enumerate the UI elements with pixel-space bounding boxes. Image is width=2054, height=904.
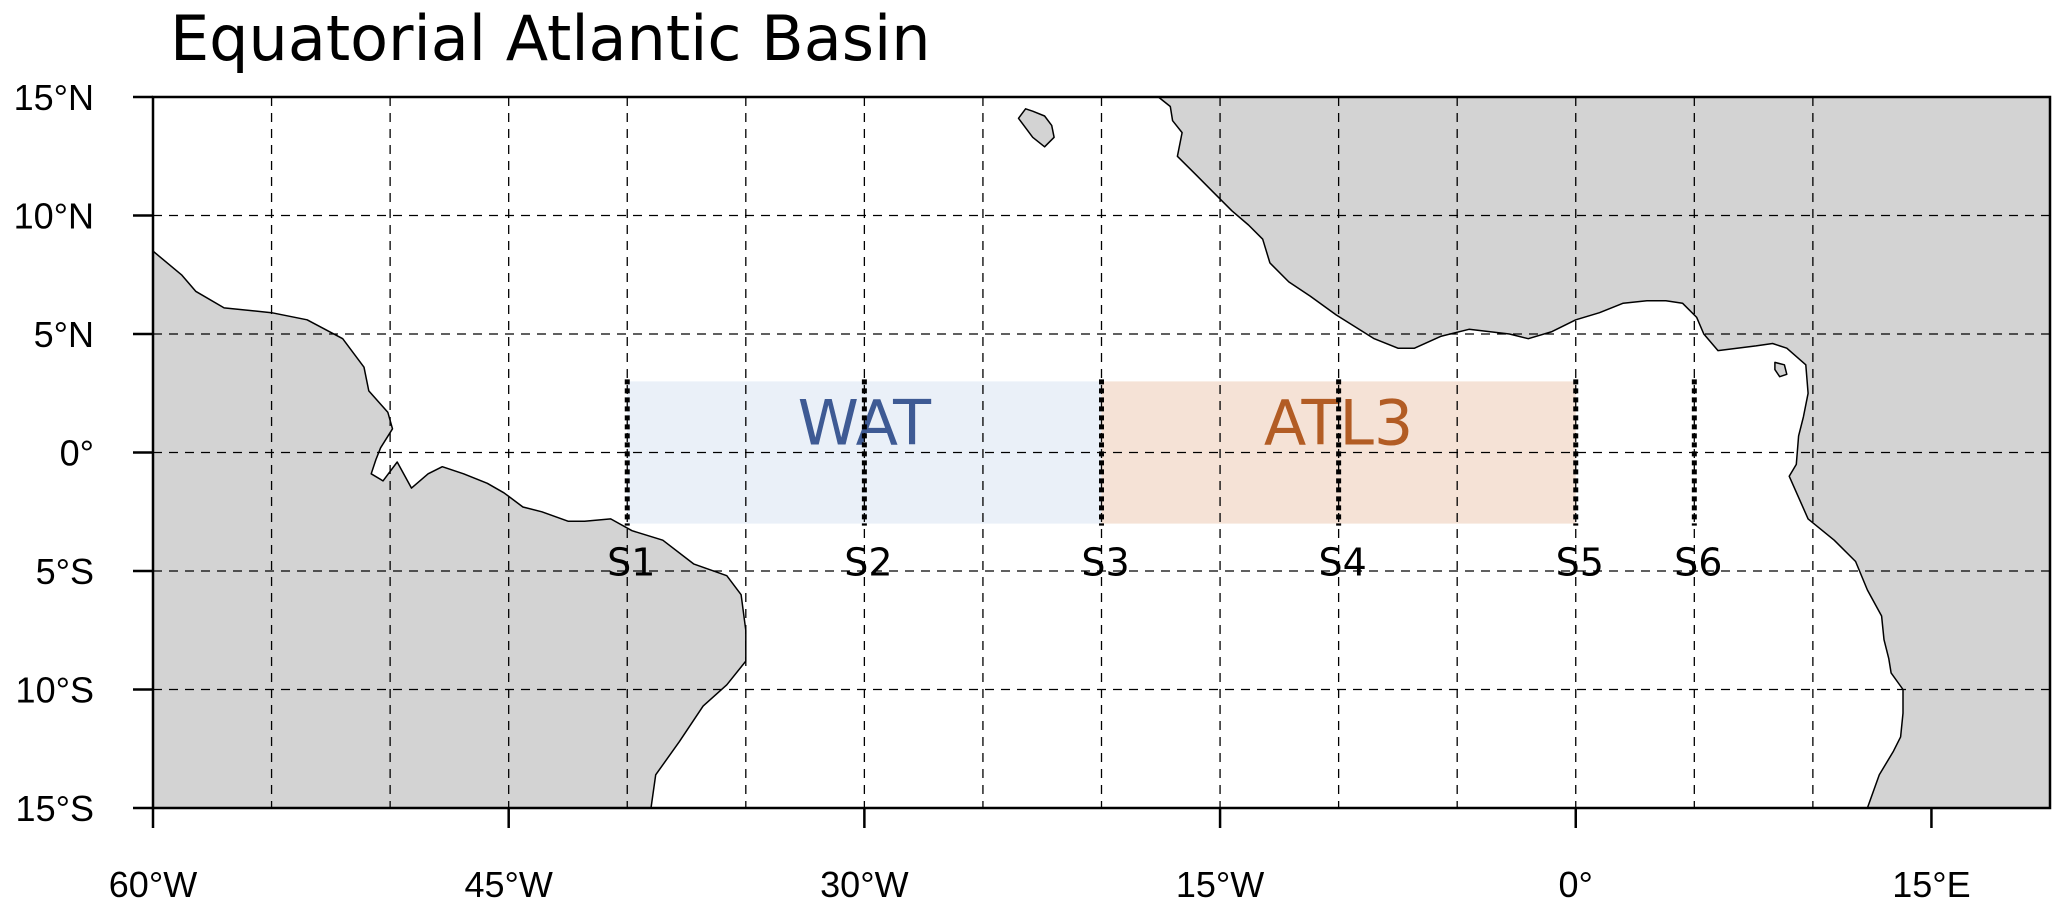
lat-tick-label: 15°S <box>16 788 94 829</box>
lat-tick-label: 5°S <box>36 551 94 592</box>
section-label-s6: S6 <box>1674 541 1722 585</box>
lat-tick-label: 15°N <box>14 77 94 118</box>
land-layer <box>152 96 2051 809</box>
section-label-s5: S5 <box>1556 541 1604 585</box>
section-label-s4: S4 <box>1318 541 1366 585</box>
land-africa <box>1157 96 2051 809</box>
lon-tick-label: 15°E <box>1892 864 1970 904</box>
lon-tick-label: 15°W <box>1176 864 1264 904</box>
land-cape-verde <box>1017 108 1055 148</box>
section-label-s1: S1 <box>607 541 655 585</box>
lon-tick-label: 30°W <box>820 864 908 904</box>
lat-tick-label: 0° <box>60 433 94 474</box>
lat-tick-label: 5°N <box>34 314 94 355</box>
axis-ticks: 60°W 45°W 30°W 15°W 0° 15°E 15°N 10°N 5°N 0° 5°S 10… <box>14 77 1971 904</box>
section-label-s2: S2 <box>844 541 892 585</box>
map-title: Equatorial Atlantic Basin <box>170 2 931 75</box>
land-bioko <box>1774 361 1788 378</box>
lat-tick-label: 10°S <box>16 670 94 711</box>
lon-tick-label: 0° <box>1559 864 1593 904</box>
lat-tick-label: 10°N <box>14 196 94 237</box>
section-label-s3: S3 <box>1081 541 1129 585</box>
section-lines: S1 S2 S3 S4 S5 S6 <box>607 379 1722 585</box>
lon-tick-label: 60°W <box>109 864 197 904</box>
lon-tick-label: 45°W <box>464 864 552 904</box>
land-south-america <box>152 250 747 809</box>
